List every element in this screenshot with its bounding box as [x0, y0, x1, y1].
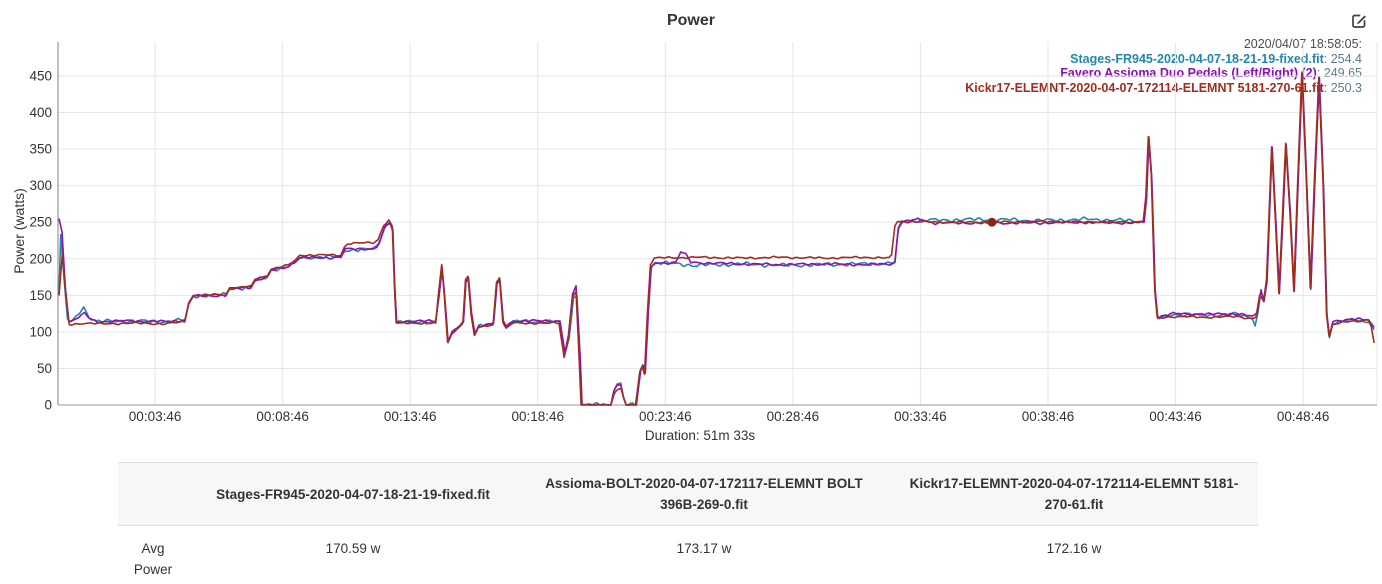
hover-marker-dot: [987, 218, 996, 227]
table-header-kickr: Kickr17-ELEMNT-2020-04-07-172114-ELEMNT …: [890, 463, 1258, 526]
table-header-assioma: Assioma-BOLT-2020-04-07-172117-ELEMNT BO…: [518, 463, 890, 526]
table-header-stages: Stages-FR945-2020-04-07-18-21-19-fixed.f…: [188, 463, 518, 526]
y-tick-label: 300: [29, 178, 52, 193]
y-tick-label: 0: [44, 398, 52, 413]
x-tick-label: 00:13:46: [384, 409, 437, 424]
x-tick-label: 00:18:46: [511, 409, 564, 424]
table-header-empty: [118, 463, 188, 526]
x-tick-label: 00:38:46: [1022, 409, 1075, 424]
avg-power-kickr: 172.16 w: [890, 526, 1258, 584]
table-row: Avg Power 170.59 w 173.17 w 172.16 w: [118, 526, 1258, 584]
y-tick-label: 100: [29, 324, 52, 339]
y-tick-label: 200: [29, 251, 52, 266]
avg-power-table: Stages-FR945-2020-04-07-18-21-19-fixed.f…: [118, 462, 1258, 584]
series-line-2[interactable]: [59, 72, 1374, 405]
y-tick-label: 50: [37, 361, 52, 376]
avg-power-stages: 170.59 w: [188, 526, 518, 584]
y-tick-label: 400: [29, 105, 52, 120]
avg-power-assioma: 173.17 w: [518, 526, 890, 584]
x-tick-label: 00:48:46: [1277, 409, 1330, 424]
x-tick-label: 00:28:46: [767, 409, 820, 424]
y-tick-label: 350: [29, 142, 52, 157]
x-tick-label: 00:08:46: [256, 409, 309, 424]
table-header-row: Stages-FR945-2020-04-07-18-21-19-fixed.f…: [118, 463, 1258, 526]
x-tick-label: 00:33:46: [894, 409, 947, 424]
power-chart-plot-area[interactable]: 0 50 100 150 200 250 300 350 400 450 00:03:46 00:08…: [0, 0, 1382, 458]
series-line-0[interactable]: [59, 75, 1374, 406]
x-tick-label: 00:43:46: [1149, 409, 1202, 424]
row-label-avg-power: Avg Power: [118, 526, 188, 584]
y-tick-label: 150: [29, 288, 52, 303]
x-tick-label: 00:03:46: [129, 409, 182, 424]
y-tick-label: 450: [29, 69, 52, 84]
y-tick-label: 250: [29, 215, 52, 230]
series-line-1[interactable]: [59, 74, 1374, 405]
x-tick-label: 00:23:46: [639, 409, 692, 424]
